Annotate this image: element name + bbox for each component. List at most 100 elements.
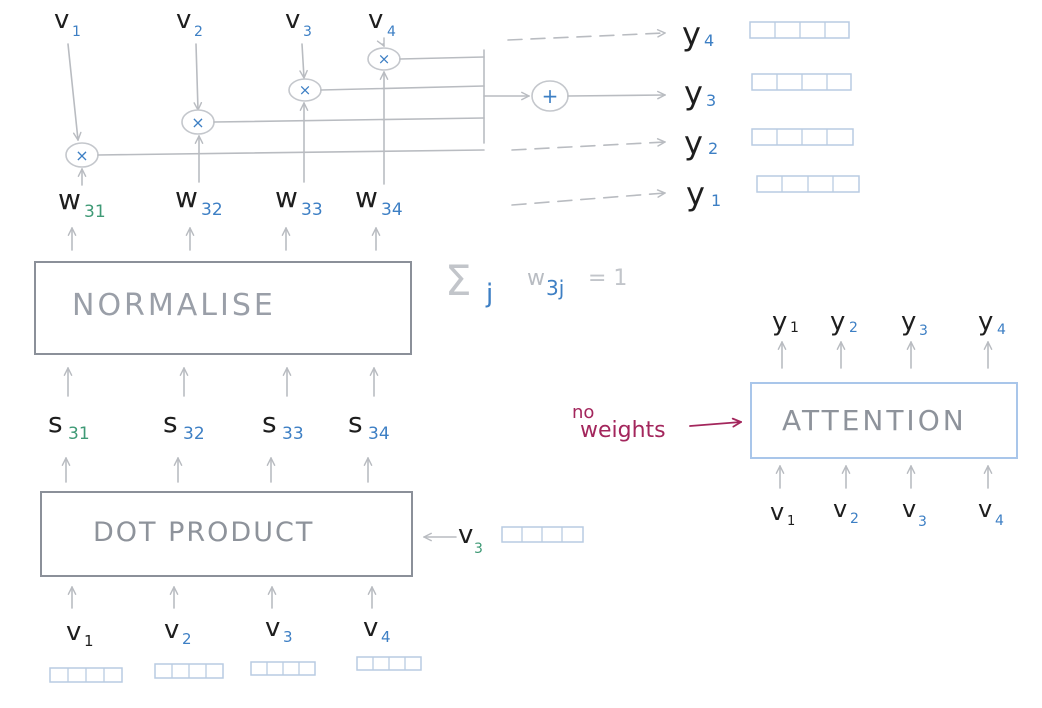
output-vector-y4 bbox=[749, 21, 850, 39]
top-v3-label: v 3 bbox=[285, 5, 312, 40]
svg-text:v: v bbox=[285, 5, 300, 35]
attention-input-v4-label: v 4 bbox=[978, 495, 1004, 529]
svg-text:+: + bbox=[542, 84, 559, 108]
svg-text:v: v bbox=[833, 495, 847, 523]
score-s31-label: s 31 bbox=[48, 406, 90, 444]
svg-text:33: 33 bbox=[301, 200, 323, 220]
bottom-v2-label: v 2 bbox=[164, 615, 192, 648]
mult3-to-sum-line bbox=[320, 85, 485, 91]
top-v1-label: v 1 bbox=[54, 5, 81, 40]
attention-output-y1-label: y 1 bbox=[772, 307, 799, 337]
svg-text:×: × bbox=[75, 146, 88, 165]
svg-text:ATTENTION: ATTENTION bbox=[782, 404, 967, 437]
query-vector bbox=[501, 526, 584, 543]
svg-text:w: w bbox=[275, 181, 298, 214]
svg-text:v: v bbox=[458, 520, 473, 550]
svg-text:3: 3 bbox=[303, 24, 312, 40]
svg-text:y: y bbox=[684, 124, 703, 162]
v1-to-mult-arrow bbox=[67, 43, 78, 140]
svg-text:1: 1 bbox=[790, 320, 799, 336]
input-vector-v3 bbox=[250, 661, 316, 676]
score-s32-label: s 32 bbox=[163, 406, 205, 444]
svg-text:v: v bbox=[66, 617, 81, 647]
input-vector-v4 bbox=[356, 656, 422, 671]
to-y2-arrow bbox=[511, 142, 665, 151]
multiply-node-1: × bbox=[65, 142, 99, 168]
svg-text:w: w bbox=[355, 181, 378, 214]
svg-text:j: j bbox=[485, 279, 493, 309]
svg-text:×: × bbox=[378, 50, 391, 68]
svg-text:2: 2 bbox=[194, 24, 203, 40]
multiply-node-4: × bbox=[367, 47, 401, 71]
svg-text:4: 4 bbox=[997, 322, 1006, 338]
attention-output-y2-label: y 2 bbox=[830, 307, 858, 337]
attention-input-v2-label: v 2 bbox=[833, 495, 859, 527]
svg-text:1: 1 bbox=[84, 632, 94, 650]
output-vector-y1 bbox=[756, 175, 860, 193]
svg-text:32: 32 bbox=[183, 424, 205, 444]
input-vector-v2 bbox=[154, 663, 224, 679]
svg-text:34: 34 bbox=[381, 200, 403, 220]
output-y3-label: y 3 bbox=[684, 74, 716, 112]
svg-text:2: 2 bbox=[182, 630, 192, 648]
attention-output-y4-label: y 4 bbox=[978, 307, 1006, 338]
output-y2-label: y 2 bbox=[684, 124, 718, 162]
svg-text:y: y bbox=[772, 307, 787, 337]
svg-text:4: 4 bbox=[704, 31, 714, 50]
v2-to-mult-arrow bbox=[196, 43, 198, 110]
svg-text:31: 31 bbox=[68, 424, 90, 444]
svg-text:3: 3 bbox=[919, 323, 928, 339]
svg-text:Σ: Σ bbox=[445, 256, 472, 305]
input-vector-v1 bbox=[49, 667, 123, 683]
output-vector-y3 bbox=[751, 73, 852, 91]
svg-text:no: no bbox=[572, 402, 594, 423]
svg-text:w: w bbox=[175, 181, 198, 214]
svg-text:3: 3 bbox=[706, 91, 716, 110]
mult4-to-sum-line bbox=[399, 56, 485, 60]
svg-text:= 1: = 1 bbox=[588, 266, 627, 291]
svg-text:s: s bbox=[262, 406, 277, 439]
no-weights-arrow bbox=[689, 422, 741, 426]
bottom-v1-label: v 1 bbox=[66, 617, 94, 650]
svg-text:y: y bbox=[682, 15, 701, 53]
svg-text:s: s bbox=[348, 406, 363, 439]
svg-text:31: 31 bbox=[84, 202, 106, 222]
svg-text:NORMALISE: NORMALISE bbox=[72, 288, 276, 323]
svg-text:1: 1 bbox=[72, 24, 81, 40]
svg-text:y: y bbox=[684, 74, 703, 112]
svg-text:4: 4 bbox=[995, 513, 1004, 529]
svg-text:v: v bbox=[176, 5, 191, 35]
svg-text:4: 4 bbox=[387, 24, 396, 40]
attention-input-v1-label: v 1 bbox=[770, 498, 795, 529]
svg-text:y: y bbox=[901, 307, 916, 337]
svg-text:3: 3 bbox=[918, 514, 927, 530]
weight-w34-label: w 34 bbox=[355, 181, 403, 220]
svg-text:3: 3 bbox=[283, 628, 293, 646]
v3-to-mult-arrow bbox=[302, 43, 304, 78]
svg-text:v: v bbox=[770, 498, 784, 526]
output-y4-label: y 4 bbox=[682, 15, 714, 53]
svg-text:34: 34 bbox=[368, 424, 390, 444]
mult2-to-sum-line bbox=[213, 117, 485, 123]
svg-text:v: v bbox=[902, 495, 916, 523]
weight-w31-label: w 31 bbox=[58, 183, 106, 222]
attention-box: ATTENTION bbox=[750, 382, 1018, 459]
svg-text:3j: 3j bbox=[546, 276, 564, 300]
attention-output-y3-label: y 3 bbox=[901, 307, 928, 339]
multiply-node-2: × bbox=[181, 109, 215, 135]
attention-input-v3-label: v 3 bbox=[902, 495, 927, 530]
to-y1-arrow bbox=[511, 193, 665, 206]
svg-text:s: s bbox=[48, 406, 63, 439]
svg-text:w: w bbox=[527, 266, 545, 291]
svg-text:v: v bbox=[363, 613, 378, 643]
svg-text:32: 32 bbox=[201, 200, 223, 220]
svg-text:v: v bbox=[164, 615, 179, 645]
output-vector-y2 bbox=[751, 128, 854, 146]
svg-text:2: 2 bbox=[708, 139, 718, 158]
score-s33-label: s 33 bbox=[262, 406, 304, 444]
svg-text:1: 1 bbox=[787, 514, 795, 529]
normalisation-constraint-note: Σ j w 3j = 1 bbox=[445, 256, 627, 309]
svg-text:4: 4 bbox=[381, 628, 391, 646]
v4-to-mult-arrow bbox=[383, 44, 385, 46]
